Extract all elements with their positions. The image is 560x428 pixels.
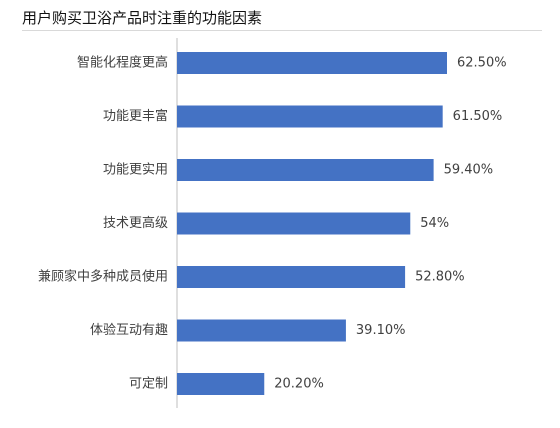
category-label: 功能更实用 — [103, 163, 168, 178]
data-label: 61.50% — [453, 109, 503, 124]
data-label: 39.10% — [356, 323, 406, 338]
chart-title: 用户购买卫浴产品时注重的功能因素 — [22, 9, 263, 27]
category-label: 功能更丰富 — [103, 108, 168, 124]
category-label: 技术更高级 — [103, 215, 168, 231]
category-label: 体验互动有趣 — [90, 322, 168, 338]
data-label: 20.20% — [274, 377, 324, 392]
category-label: 智能化程度更高 — [77, 55, 168, 71]
data-label: 59.40% — [444, 163, 494, 178]
bar — [177, 373, 265, 395]
category-label: 可定制 — [129, 377, 168, 392]
data-label: 54% — [420, 216, 449, 231]
bar — [177, 319, 346, 342]
data-label: 62.50% — [457, 56, 507, 71]
category-label: 兼顾家中多种成员使用 — [38, 269, 168, 285]
bar — [177, 266, 406, 288]
bar — [177, 159, 434, 181]
bar — [177, 105, 443, 128]
bar — [177, 212, 411, 235]
data-label: 52.80% — [415, 270, 465, 285]
bar — [177, 52, 447, 74]
title-divider — [22, 30, 542, 31]
